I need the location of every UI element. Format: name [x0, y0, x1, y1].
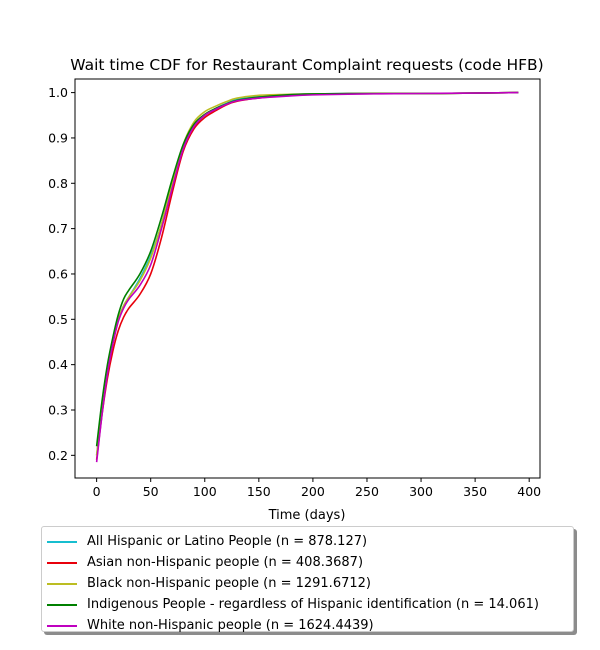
y-axis: 0.2 0.3 0.4 0.5 0.6 0.7 0.8 0.9 1.0 [48, 85, 75, 463]
x-tick-label: 100 [193, 484, 217, 499]
legend-label: Asian non-Hispanic people (n = 408.3687) [87, 555, 364, 570]
plot-frame [74, 78, 541, 479]
y-tick-label: 1.0 [48, 85, 68, 100]
series-line-4 [95, 91, 519, 463]
y-tick-label: 0.3 [48, 402, 68, 417]
x-axis: 0 50 100 150 200 250 300 350 400 [93, 478, 541, 499]
series-line-0 [95, 91, 519, 456]
legend-label: White non-Hispanic people (n = 1624.4439… [87, 618, 374, 633]
x-tick-label: 300 [409, 484, 433, 499]
legend-swatch [47, 561, 77, 564]
y-tick-label: 0.8 [48, 176, 68, 191]
legend-item: Black non-Hispanic people (n = 1291.6712… [42, 573, 371, 594]
chart-title: Wait time CDF for Restaurant Complaint r… [70, 56, 543, 74]
legend: All Hispanic or Latino People (n = 878.1… [41, 526, 574, 633]
x-tick-label: 400 [517, 484, 541, 499]
legend-item: Indigenous People - regardless of Hispan… [42, 594, 539, 615]
series-group [95, 91, 519, 463]
y-tick-label: 0.4 [48, 357, 68, 372]
x-tick-label: 200 [301, 484, 325, 499]
x-tick-label: 350 [463, 484, 487, 499]
y-tick-label: 0.6 [48, 266, 68, 281]
legend-item: All Hispanic or Latino People (n = 878.1… [42, 531, 367, 552]
y-tick-label: 0.7 [48, 221, 68, 236]
x-axis-label: Time (days) [268, 508, 346, 523]
legend-label: Black non-Hispanic people (n = 1291.6712… [87, 576, 371, 591]
legend-swatch [47, 540, 77, 543]
y-tick-label: 0.9 [48, 130, 68, 145]
legend-item: White non-Hispanic people (n = 1624.4439… [42, 615, 374, 636]
series-line-3 [95, 91, 519, 447]
legend-item: Asian non-Hispanic people (n = 408.3687) [42, 552, 363, 573]
legend-label: Indigenous People - regardless of Hispan… [87, 597, 539, 612]
series-line-2 [95, 91, 519, 456]
y-tick-label: 0.2 [48, 448, 68, 463]
legend-swatch [47, 582, 77, 585]
x-tick-label: 150 [247, 484, 271, 499]
x-tick-label: 50 [143, 484, 159, 499]
legend-swatch [47, 603, 77, 606]
legend-label: All Hispanic or Latino People (n = 878.1… [87, 534, 368, 549]
x-tick-label: 250 [355, 484, 379, 499]
legend-swatch [47, 624, 77, 627]
y-tick-label: 0.5 [48, 312, 68, 327]
series-line-1 [95, 91, 519, 460]
x-tick-label: 0 [93, 484, 101, 499]
